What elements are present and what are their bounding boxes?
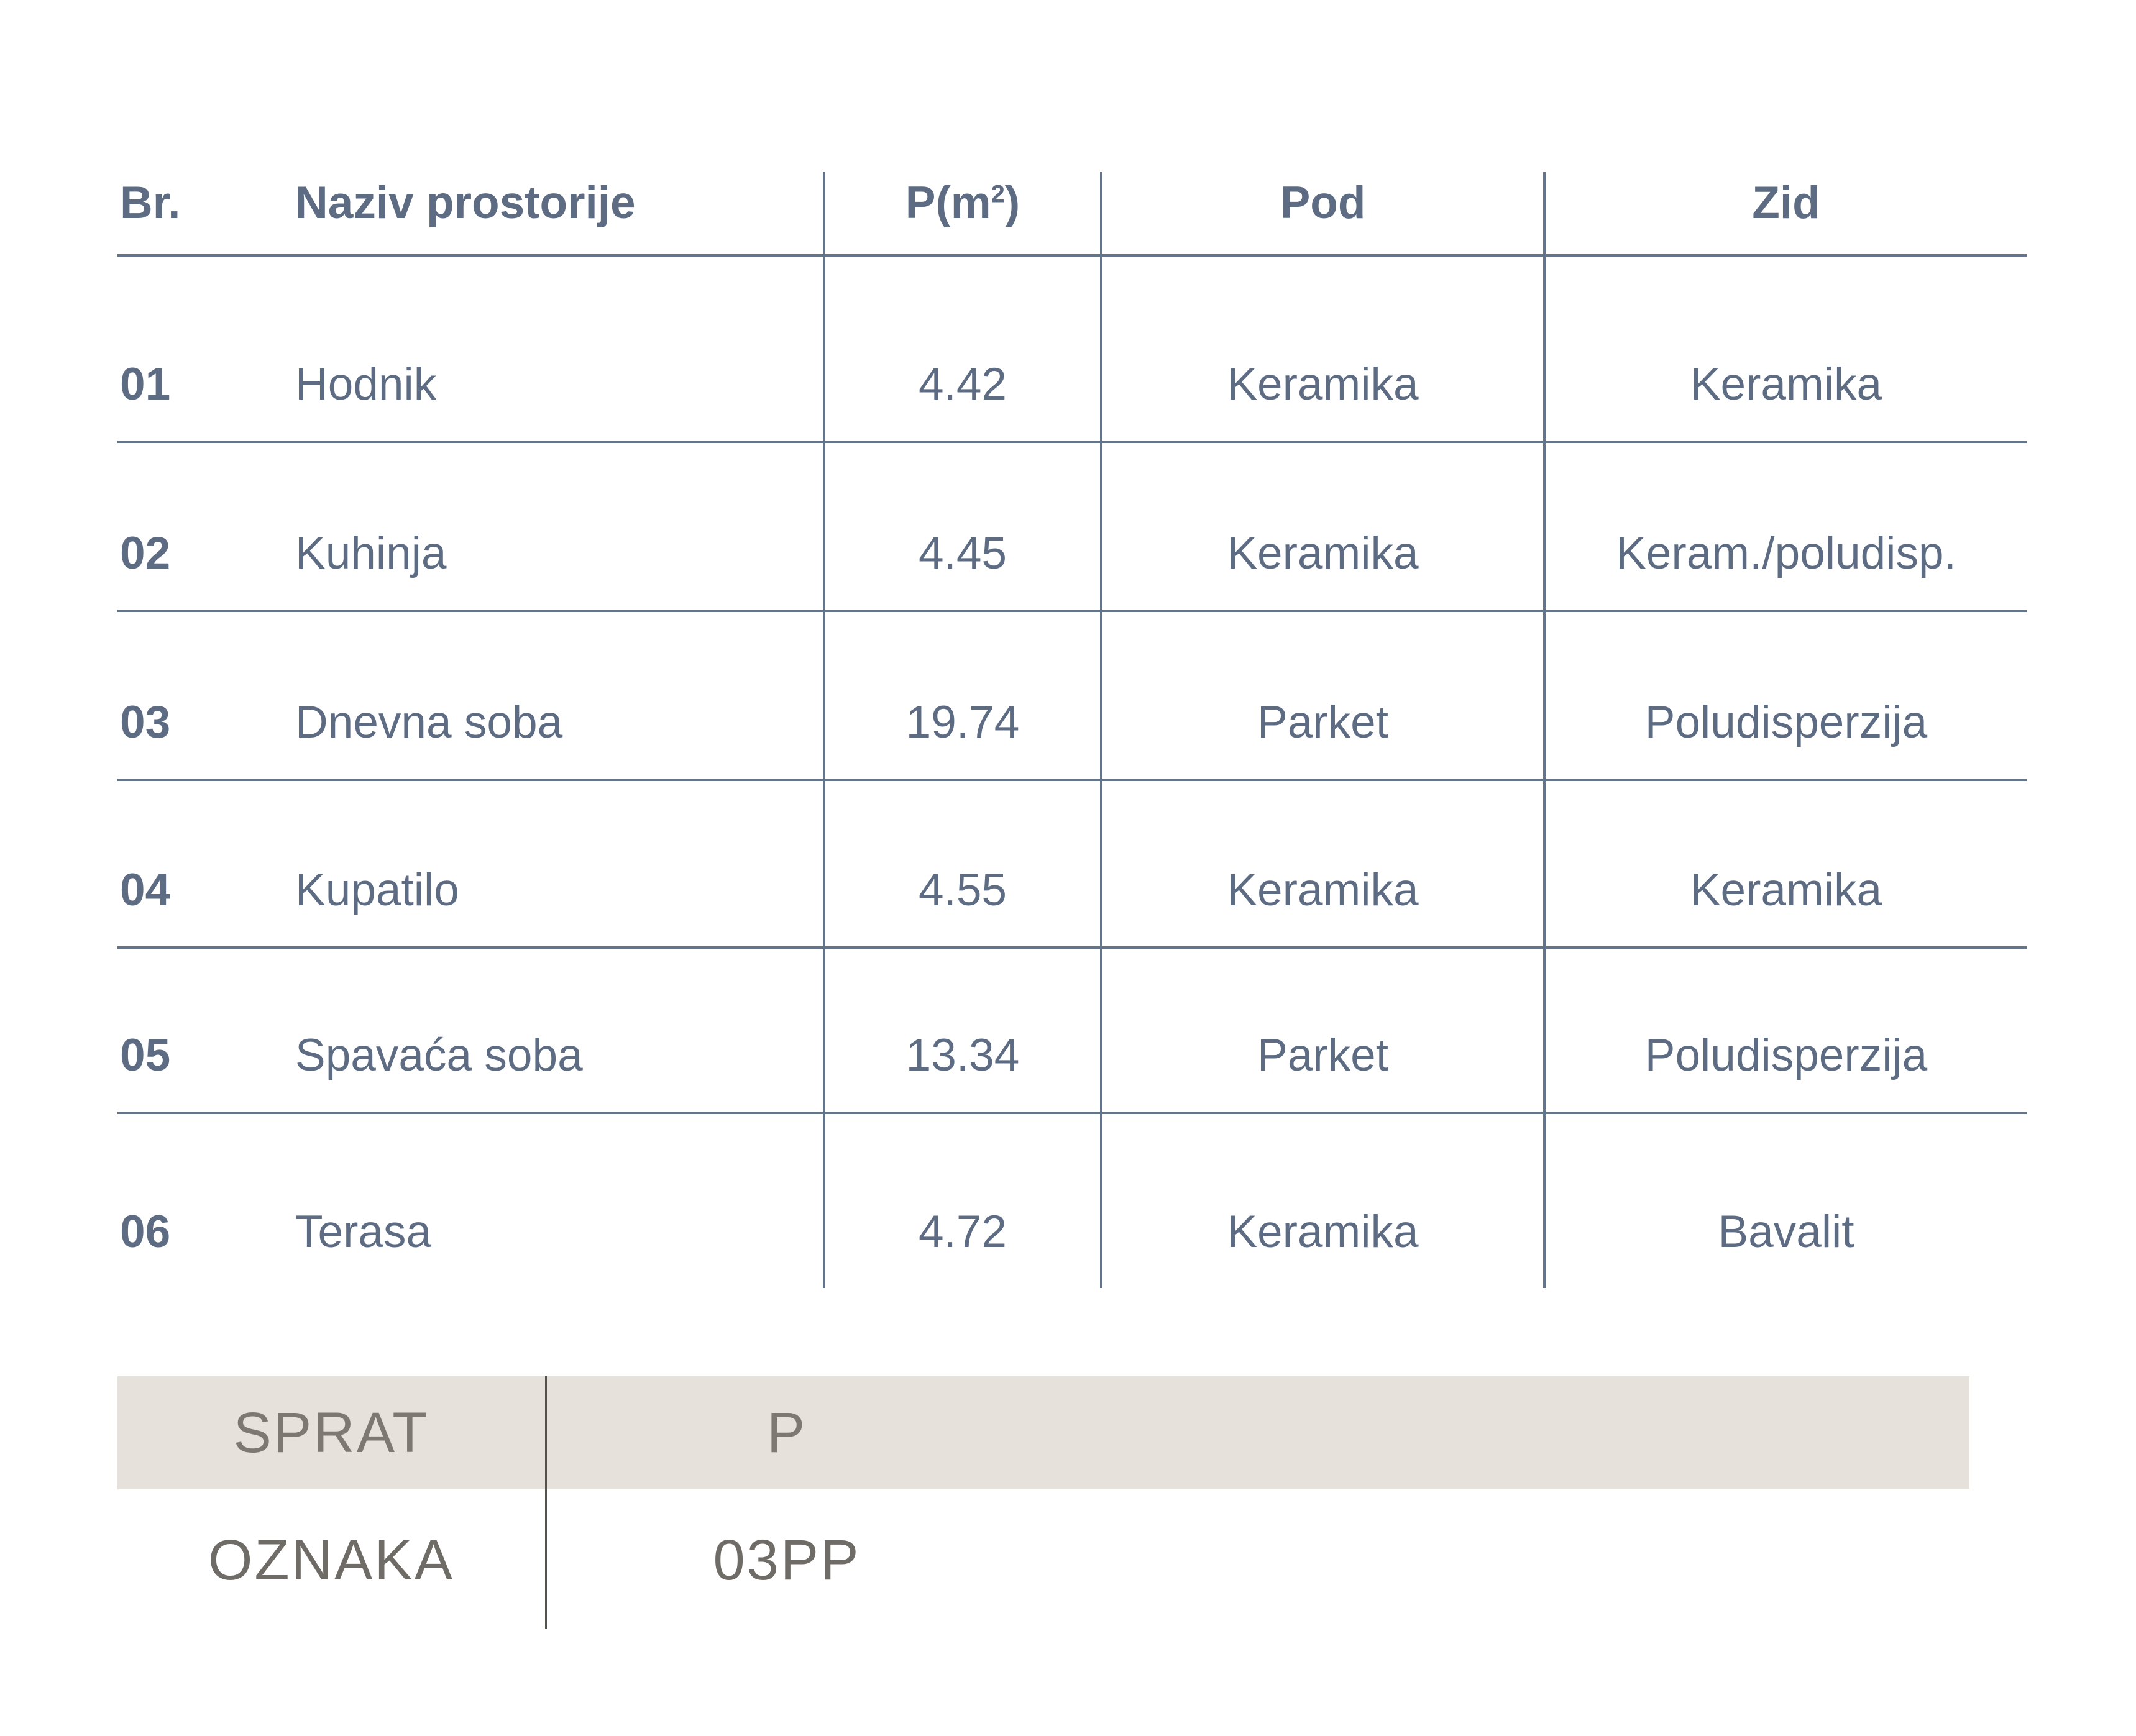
header-br: Br. <box>120 178 181 228</box>
cell-area: 4.72 <box>825 1114 1102 1288</box>
header-pod: Pod <box>1280 178 1366 228</box>
wall-value: Keram./poludisp. <box>1616 528 1956 578</box>
cell-floor: Keramika <box>1102 1114 1546 1288</box>
wall-value: Keramika <box>1690 865 1882 915</box>
cell-wall: Poludisperzija <box>1546 949 2027 1114</box>
footer-sprat-value: P <box>766 1401 807 1464</box>
footer-highlight-bar <box>117 1376 1969 1489</box>
row-number: 06 <box>120 1207 171 1257</box>
row-number: 03 <box>120 697 171 747</box>
cell-br-naziv: 04 Kupatilo <box>117 781 825 949</box>
header-cell-pod: Pod <box>1102 172 1546 257</box>
floor-value: Keramika <box>1227 359 1419 409</box>
cell-area: 19.74 <box>825 612 1102 781</box>
row-number: 02 <box>120 528 171 578</box>
cell-br-naziv: 03 Dnevna soba <box>117 612 825 781</box>
cell-wall: Bavalit <box>1546 1114 2027 1288</box>
cell-wall: Keramika <box>1546 257 2027 443</box>
room-name: Spavaća soba <box>295 1030 583 1080</box>
cell-br-naziv: 01 Hodnik <box>117 257 825 443</box>
wall-value: Poludisperzija <box>1644 1030 1928 1080</box>
cell-area: 4.45 <box>825 443 1102 612</box>
area-value: 13.34 <box>905 1030 1020 1080</box>
cell-br-naziv: 02 Kuhinja <box>117 443 825 612</box>
header-p-superscript: 2 <box>991 180 1005 208</box>
wall-value: Keramika <box>1690 359 1882 409</box>
area-value: 4.72 <box>918 1207 1007 1257</box>
footer-divider-line <box>545 1376 547 1629</box>
room-name: Kuhinja <box>295 528 447 578</box>
cell-br-naziv: 06 Terasa <box>117 1114 825 1288</box>
cell-floor: Parket <box>1102 949 1546 1114</box>
floor-value: Keramika <box>1227 528 1419 578</box>
floor-value: Parket <box>1257 1030 1388 1080</box>
room-name: Kupatilo <box>295 865 459 915</box>
header-naziv: Naziv prostorije <box>295 178 636 228</box>
header-cell-zid: Zid <box>1546 172 2027 257</box>
footer-oznaka-value: 03PP <box>713 1528 861 1592</box>
wall-value: Bavalit <box>1718 1207 1854 1257</box>
floor-value: Parket <box>1257 697 1388 747</box>
row-number: 04 <box>120 865 171 915</box>
cell-area: 4.42 <box>825 257 1102 443</box>
header-p: P(m2) <box>905 178 1020 228</box>
row-number: 01 <box>120 359 171 409</box>
area-value: 4.42 <box>918 359 1007 409</box>
cell-floor: Parket <box>1102 612 1546 781</box>
header-zid: Zid <box>1752 178 1820 228</box>
floor-value: Keramika <box>1227 1207 1419 1257</box>
header-cell-p: P(m2) <box>825 172 1102 257</box>
floor-value: Keramika <box>1227 865 1419 915</box>
cell-wall: Poludisperzija <box>1546 612 2027 781</box>
room-table: Br. Naziv prostorije P(m2) Pod Zid 01 Ho… <box>117 172 2027 1288</box>
room-name: Hodnik <box>295 359 437 409</box>
area-value: 4.45 <box>918 528 1007 578</box>
cell-area: 13.34 <box>825 949 1102 1114</box>
cell-br-naziv: 05 Spavaća soba <box>117 949 825 1114</box>
footer-oznaka-label: OZNAKA <box>208 1528 455 1592</box>
cell-floor: Keramika <box>1102 443 1546 612</box>
header-cell-br-naziv: Br. Naziv prostorije <box>117 172 825 257</box>
wall-value: Poludisperzija <box>1644 697 1928 747</box>
cell-floor: Keramika <box>1102 257 1546 443</box>
room-name: Dnevna soba <box>295 697 563 747</box>
row-number: 05 <box>120 1030 171 1080</box>
cell-area: 4.55 <box>825 781 1102 949</box>
area-value: 19.74 <box>905 697 1020 747</box>
cell-wall: Keramika <box>1546 781 2027 949</box>
cell-wall: Keram./poludisp. <box>1546 443 2027 612</box>
room-name: Terasa <box>295 1207 432 1257</box>
cell-floor: Keramika <box>1102 781 1546 949</box>
area-value: 4.55 <box>918 865 1007 915</box>
footer-sprat-label: SPRAT <box>233 1401 429 1464</box>
